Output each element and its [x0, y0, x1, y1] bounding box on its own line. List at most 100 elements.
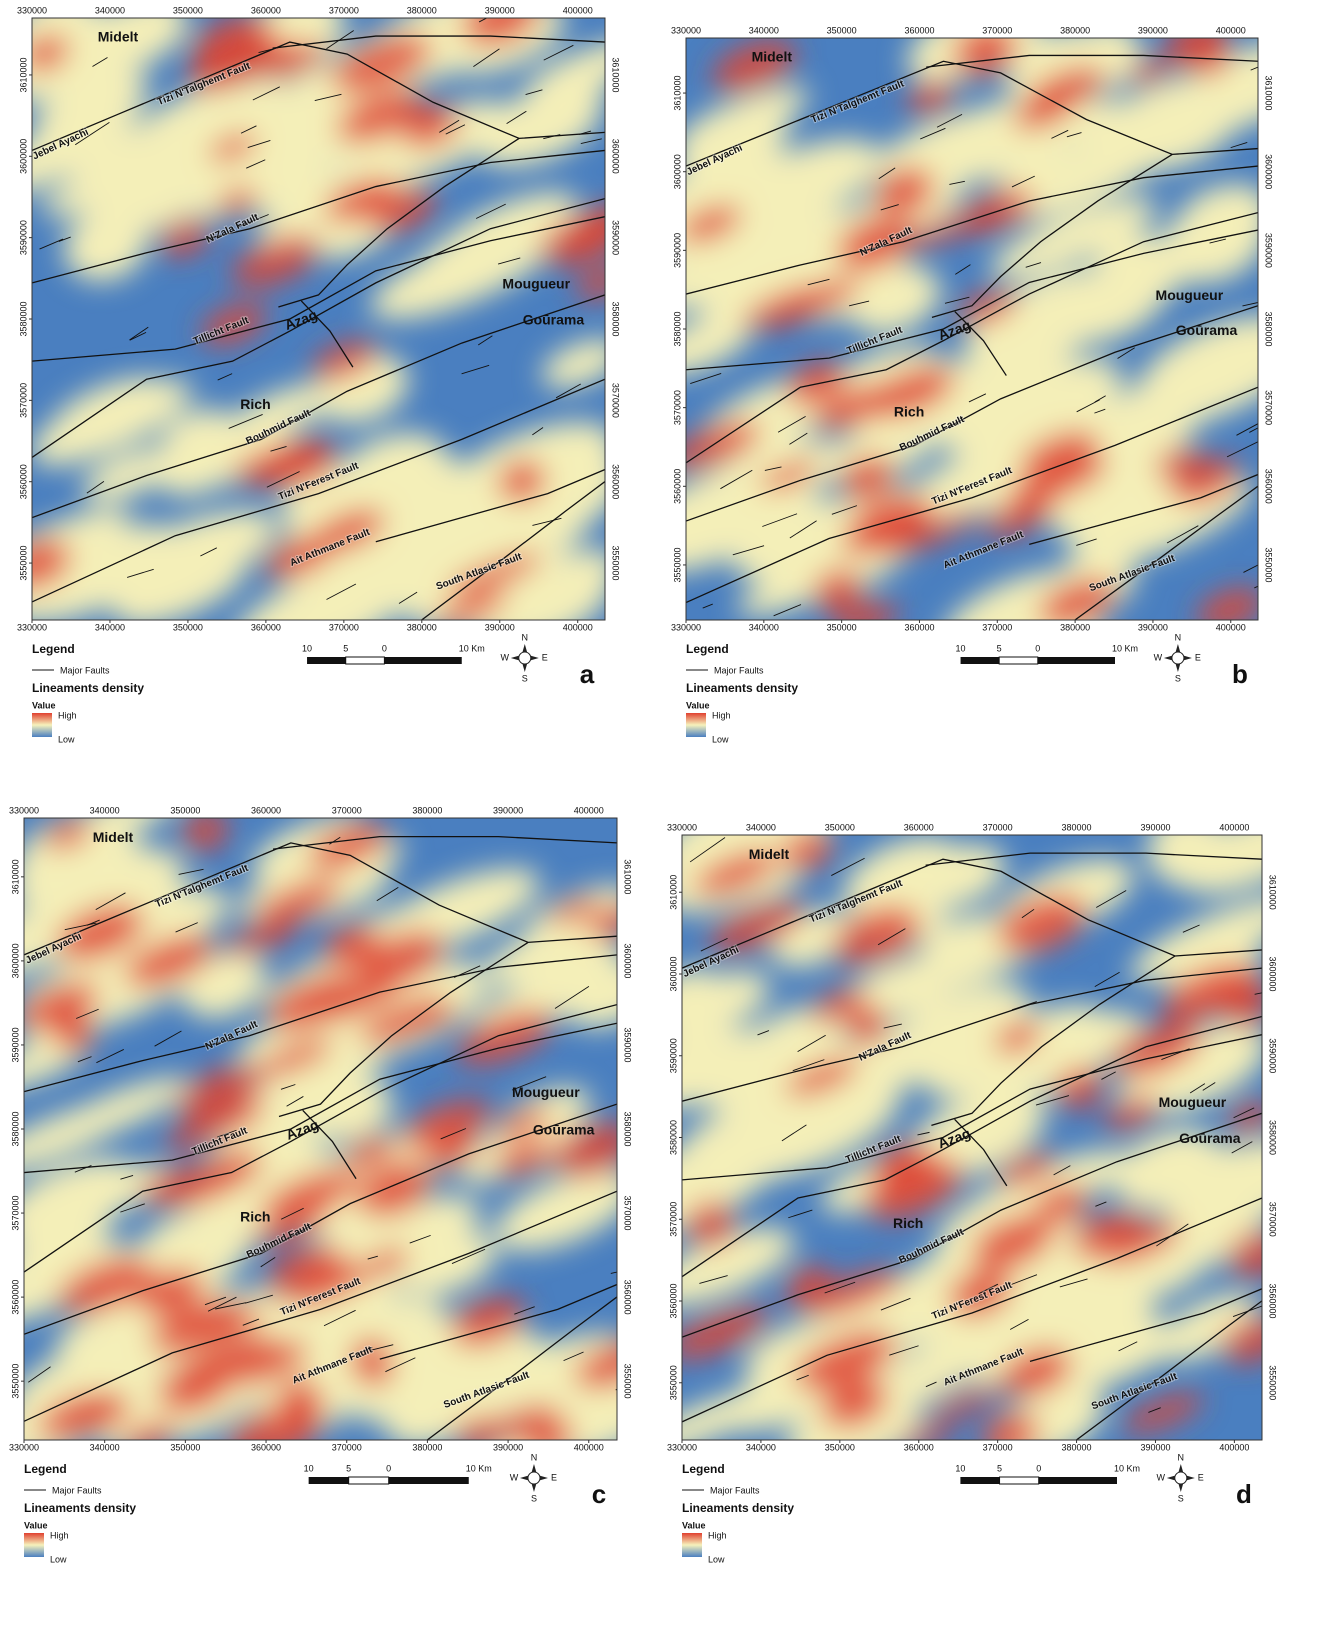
density-high: [574, 1339, 617, 1389]
y-tick-label-left: 3570000: [668, 1202, 678, 1237]
lineament: [39, 238, 64, 250]
density-high: [686, 205, 741, 243]
x-tick-label-top: 380000: [1062, 822, 1092, 832]
density-high: [403, 1099, 492, 1152]
panel-letter: a: [580, 659, 595, 689]
legend-gradient: [686, 713, 706, 737]
lineament: [461, 364, 490, 375]
lineament: [1011, 175, 1035, 188]
x-tick-label-bottom: 340000: [95, 622, 125, 632]
density-high: [1121, 1392, 1204, 1434]
density-low-high: [701, 1032, 853, 1111]
lineament: [86, 481, 105, 494]
lineament: [699, 1275, 728, 1284]
y-tick-label-left: 3590000: [18, 220, 28, 255]
major-fault: [686, 305, 1258, 522]
density-low-high: [686, 87, 810, 152]
density-low-high: [682, 968, 732, 1043]
lineament: [1021, 908, 1035, 919]
lineament: [451, 1248, 486, 1264]
lineament: [178, 868, 204, 875]
x-tick-label-bottom: 360000: [904, 1442, 934, 1452]
lineament: [1011, 1001, 1037, 1011]
lineament: [1053, 1165, 1071, 1176]
scale-label: 10 Km: [1112, 643, 1138, 653]
density-high: [1025, 66, 1106, 114]
place-label: Midelt: [93, 829, 134, 845]
lineament: [478, 18, 488, 23]
lineament: [880, 1297, 911, 1311]
legend-low: Low: [712, 734, 729, 744]
x-tick-label-bottom: 330000: [667, 1442, 697, 1452]
lineament: [563, 1351, 584, 1362]
lineament: [376, 887, 399, 902]
lineament: [477, 335, 493, 346]
density-low-high: [1086, 258, 1197, 314]
compass-e: E: [551, 1472, 557, 1482]
lineament: [329, 836, 341, 845]
major-fault: [925, 852, 1262, 866]
x-tick-label-bottom: 380000: [1060, 622, 1090, 632]
density-low-high: [686, 313, 754, 376]
place-label: Goūrama: [523, 312, 585, 328]
density-map: [686, 38, 1258, 620]
legend-fault-text: Major Faults: [52, 1485, 102, 1495]
x-tick-label-top: 330000: [17, 5, 47, 15]
density-high: [263, 535, 334, 580]
density-high: [762, 278, 861, 326]
place-label: Mougueur: [512, 1084, 580, 1100]
lineament: [762, 513, 798, 527]
x-tick-label-bottom: 360000: [904, 622, 934, 632]
density-high: [356, 1161, 433, 1217]
place-label: Rich: [240, 1209, 270, 1225]
scale-label: 10: [956, 643, 966, 653]
density-low-high: [33, 73, 150, 138]
compass-n: N: [1178, 1452, 1185, 1462]
major-fault: [300, 300, 354, 368]
place-label: Mougueur: [1156, 287, 1224, 303]
density-high: [995, 1021, 1041, 1054]
density-high: [217, 187, 257, 215]
lineament: [1233, 1107, 1255, 1119]
lineament: [512, 1076, 547, 1091]
density-low-high: [438, 192, 578, 264]
scale-bar-1: [960, 657, 1000, 664]
density-high: [840, 455, 895, 501]
x-tick-label-top: 370000: [983, 822, 1013, 832]
density-high: [336, 89, 424, 143]
x-tick-label-bottom: 330000: [9, 1442, 39, 1452]
major-fault: [682, 1112, 1262, 1338]
lineament: [96, 1049, 124, 1064]
major-fault: [278, 941, 529, 1118]
major-fault: [278, 137, 520, 308]
lineament: [453, 965, 481, 978]
density-high: [708, 900, 805, 953]
density-high: [794, 1330, 896, 1391]
density-high: [231, 235, 321, 288]
density-high: [1101, 1221, 1182, 1265]
density-high: [331, 35, 432, 93]
scale-label: 10 Km: [459, 643, 485, 653]
x-tick-label-bottom: 400000: [563, 622, 593, 632]
lineament: [831, 857, 865, 876]
lineament: [1101, 1071, 1116, 1080]
density-low-high: [494, 1170, 617, 1251]
major-fault: [421, 481, 605, 620]
lineament: [323, 1309, 356, 1327]
legend-value: Value: [24, 1520, 48, 1530]
lineament: [1094, 971, 1120, 987]
density-high: [136, 1267, 204, 1316]
lineament: [1117, 347, 1135, 359]
density-map: [24, 818, 617, 1440]
lineament: [409, 1234, 431, 1244]
major-fault: [32, 294, 605, 519]
density-high: [181, 818, 229, 851]
lineament: [690, 372, 722, 384]
lineament: [439, 119, 460, 133]
lineament: [74, 121, 110, 146]
lineament: [1166, 525, 1199, 544]
major-fault: [686, 60, 1258, 167]
y-tick-label-right: 3570000: [1268, 1202, 1278, 1237]
lineament: [555, 383, 581, 399]
lineament: [445, 124, 466, 135]
